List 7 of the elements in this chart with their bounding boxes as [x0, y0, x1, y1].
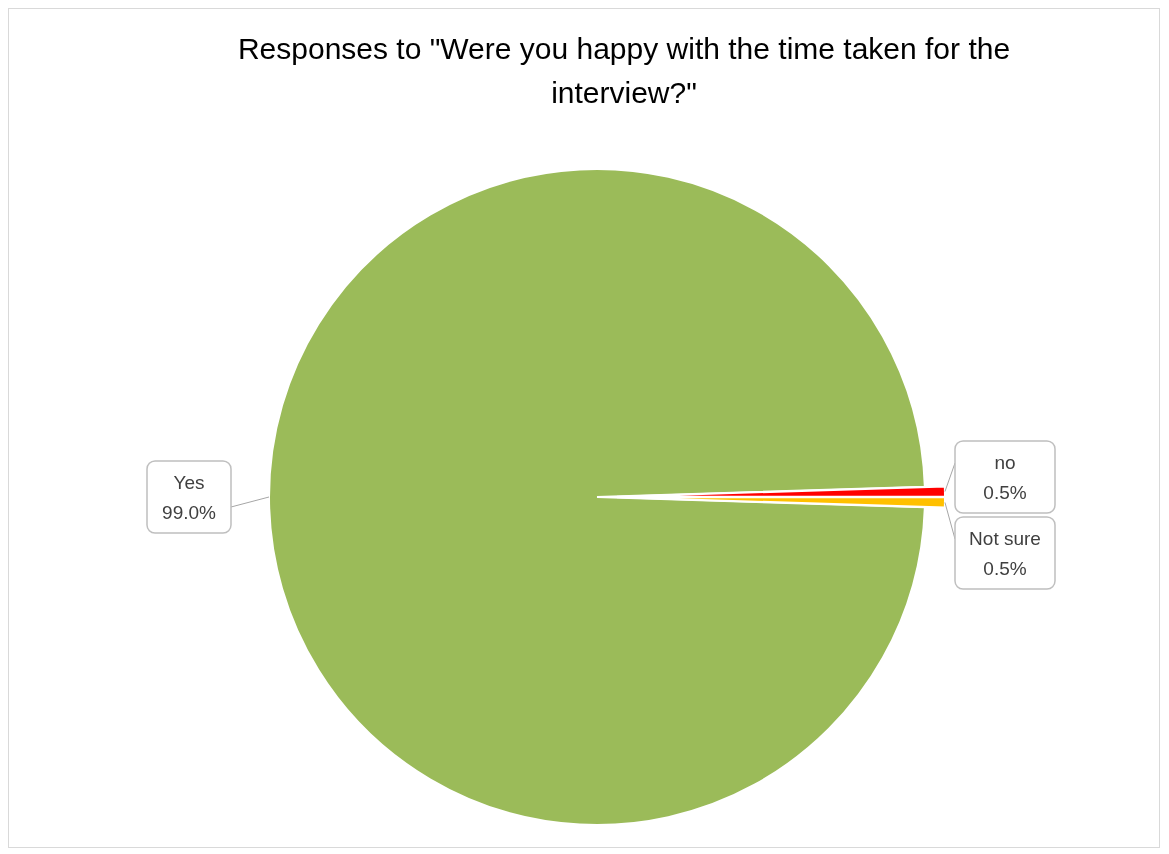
- chart-title: Responses to "Were you happy with the time taken for the interview?": [236, 31, 1012, 111]
- slice-label: Yes: [173, 472, 205, 493]
- data-label: 0.5%: [983, 482, 1027, 503]
- data-label: 0.5%: [983, 558, 1027, 579]
- slice-label: Not sure: [969, 528, 1041, 549]
- slice-label: no: [994, 452, 1016, 473]
- data-label: 99.0%: [162, 502, 217, 523]
